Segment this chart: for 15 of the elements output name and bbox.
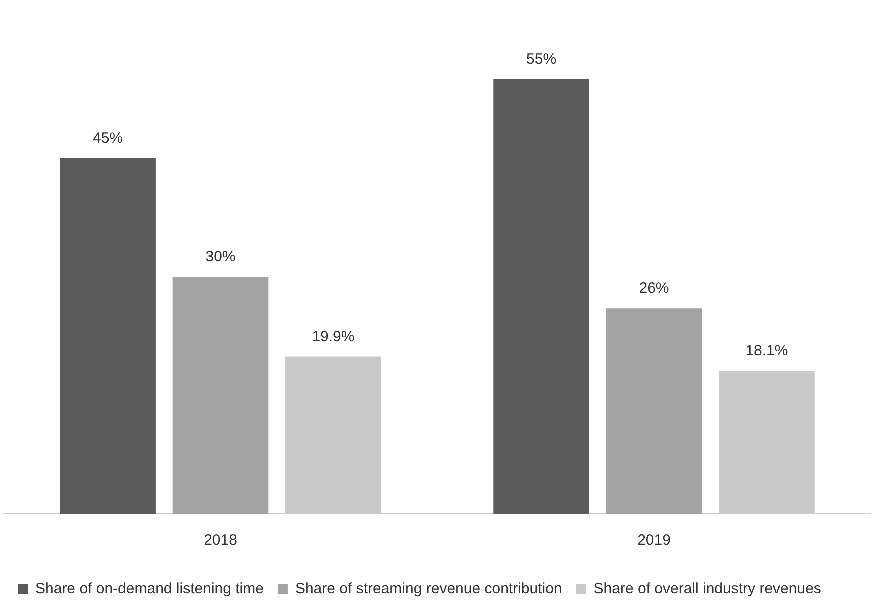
bar (606, 308, 702, 514)
x-tick-label: 2018 (204, 532, 238, 550)
data-label: 18.1% (746, 342, 788, 360)
data-label: 55% (526, 51, 557, 68)
data-label: 45% (93, 130, 124, 148)
x-tick-label: 2019 (638, 532, 671, 550)
legend-label: Share of streaming revenue contribution (295, 580, 562, 598)
data-label: 19.9% (312, 328, 355, 346)
legend-label: Share of overall industry revenues (594, 580, 822, 598)
bar (60, 158, 156, 514)
data-label: 30% (206, 248, 236, 266)
data-label: 26% (639, 280, 670, 298)
bar (172, 277, 269, 514)
bar (494, 80, 590, 514)
legend-label: Share of on-demand listening time (36, 580, 264, 598)
